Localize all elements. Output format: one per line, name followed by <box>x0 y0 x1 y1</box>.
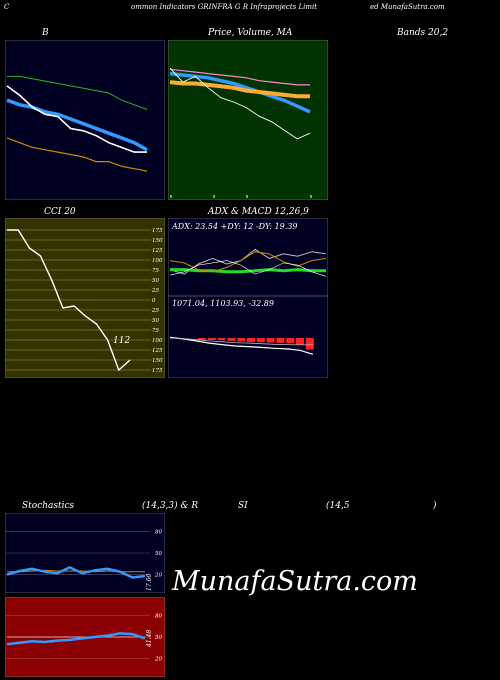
adx-series <box>169 248 327 277</box>
macd-histogram-bar <box>237 338 246 342</box>
cci-tick-label: 100 <box>152 258 163 264</box>
cci-label: CCI 20 <box>44 207 76 217</box>
plus-dy-line <box>169 260 327 277</box>
rsi-tick-label: 50 <box>155 635 162 641</box>
cci-line <box>7 229 131 372</box>
rsi-panel: 80 50 20 41.48 <box>5 597 165 677</box>
moving-average-blue <box>169 71 311 114</box>
macd-values: 1071.04, 1103.93, -32.89 <box>172 299 274 308</box>
lower-band-line <box>6 137 148 172</box>
cci-tick-label: 150 <box>152 238 163 244</box>
macd-histogram <box>198 338 314 350</box>
volume-bar <box>310 195 312 198</box>
cci-tick-label: 150 <box>152 358 163 364</box>
stochastics-panel: 80 50 20 17.66 <box>5 513 165 593</box>
volume-bar <box>170 195 172 198</box>
cci-tick-label: 125 <box>152 348 163 354</box>
cci-tick-label: 100 <box>152 338 163 344</box>
adx-background <box>168 218 328 296</box>
rsi-label: SI <box>238 501 248 511</box>
volume-bar <box>246 195 248 198</box>
rsi-current-value: 41.48 <box>146 630 153 648</box>
price-background <box>168 40 328 200</box>
macd-histogram-bar <box>266 338 275 343</box>
brand-watermark: MunafaSutra.com <box>172 566 418 597</box>
bollinger-series <box>6 75 148 172</box>
stochastics-series <box>6 566 146 579</box>
macd-background <box>168 296 328 378</box>
stochastics-tick-label: 20 <box>154 573 162 579</box>
stochastics-tick-label: 80 <box>155 529 162 535</box>
adx-values: ADX: 23.54 +DY: 12 -DY: 19.39 <box>171 222 298 231</box>
bollinger-label: B <box>42 28 49 38</box>
volume-bar <box>213 195 215 198</box>
stochastics-label: Stochastics <box>22 501 75 511</box>
macd-histogram-bar <box>305 338 314 350</box>
cci-panel: 175 150 125 100 75 50 25 0 25 50 75 100 125 150 175 11… <box>5 218 165 378</box>
adx-panel: ADX: 23.54 +DY: 12 -DY: 19.39 <box>168 218 328 296</box>
cci-tick-label: 25 <box>151 288 159 294</box>
header-source: ed MunafaSutra.com <box>370 3 445 11</box>
rsi-line <box>6 632 146 646</box>
cci-tick-label: 0 <box>152 298 156 304</box>
stochastics-current-value: 17.66 <box>146 574 153 591</box>
bollinger-background <box>5 40 165 200</box>
macd-histogram-bar <box>217 338 226 340</box>
close-price-line <box>6 85 147 153</box>
price-label: Price, Volume, MA <box>208 28 293 38</box>
upper-band-line <box>7 75 148 110</box>
cci-tick-label: 75 <box>152 268 159 274</box>
header-prefix: C <box>4 3 10 11</box>
cci-current-value: 112 <box>113 336 130 346</box>
cci-tick-label: 25 <box>151 308 159 314</box>
price-series <box>169 67 311 140</box>
macd-histogram-bar <box>286 338 295 344</box>
cci-background <box>5 218 165 378</box>
adx-line <box>169 248 327 275</box>
macd-histogram-bar <box>227 338 236 341</box>
cci-tick-label: 50 <box>152 278 159 284</box>
macd-panel: 1071.04, 1103.93, -32.89 <box>168 296 328 378</box>
macd-line <box>169 336 314 355</box>
rsi-series <box>6 632 146 646</box>
price-panel <box>168 40 328 200</box>
cci-tick-label: 75 <box>152 328 159 334</box>
cci-tick-label: 175 <box>152 228 163 234</box>
minus-dy-line <box>169 251 327 273</box>
stochastics-params: (14,3,3) & R <box>142 501 199 511</box>
moving-average-pink <box>169 68 310 86</box>
macd-signal-line <box>169 337 313 346</box>
rsi-tick-label: 20 <box>154 657 162 663</box>
rsi-params: (14,5 <box>326 501 350 511</box>
cci-tick-label: 125 <box>152 248 163 254</box>
macd-histogram-bar <box>256 338 265 343</box>
adx-macd-label: ADX & MACD 12,26,9 <box>208 207 309 217</box>
rsi-params-close: ) <box>433 501 437 511</box>
bollinger-panel <box>5 40 165 200</box>
moving-average-orange <box>169 80 310 99</box>
cci-tick-label: 50 <box>152 318 159 324</box>
bands-label: Bands 20,2 <box>397 28 449 38</box>
macd-series <box>169 336 314 355</box>
macd-histogram-bar <box>296 338 304 345</box>
header-title: ommon Indicators GRINFRA G R Infraprojec… <box>131 3 318 11</box>
stochastics-tick-label: 50 <box>155 551 162 557</box>
middle-band-line <box>6 98 148 152</box>
macd-histogram-bar <box>207 338 216 340</box>
cci-series <box>7 229 131 372</box>
adx-baseline <box>170 268 326 274</box>
rsi-tick-label: 80 <box>155 613 162 619</box>
stochastics-grid: 80 50 20 <box>5 529 162 579</box>
macd-histogram-bar <box>198 338 206 340</box>
cci-grid: 175 150 125 100 75 50 25 0 25 50 75 100 125 150 175 <box>5 228 163 374</box>
price-line <box>169 67 311 140</box>
macd-histogram-bar <box>276 338 285 343</box>
macd-histogram-bar <box>247 338 255 343</box>
cci-tick-label: 175 <box>152 368 163 374</box>
stochastics-k-line <box>6 566 146 579</box>
